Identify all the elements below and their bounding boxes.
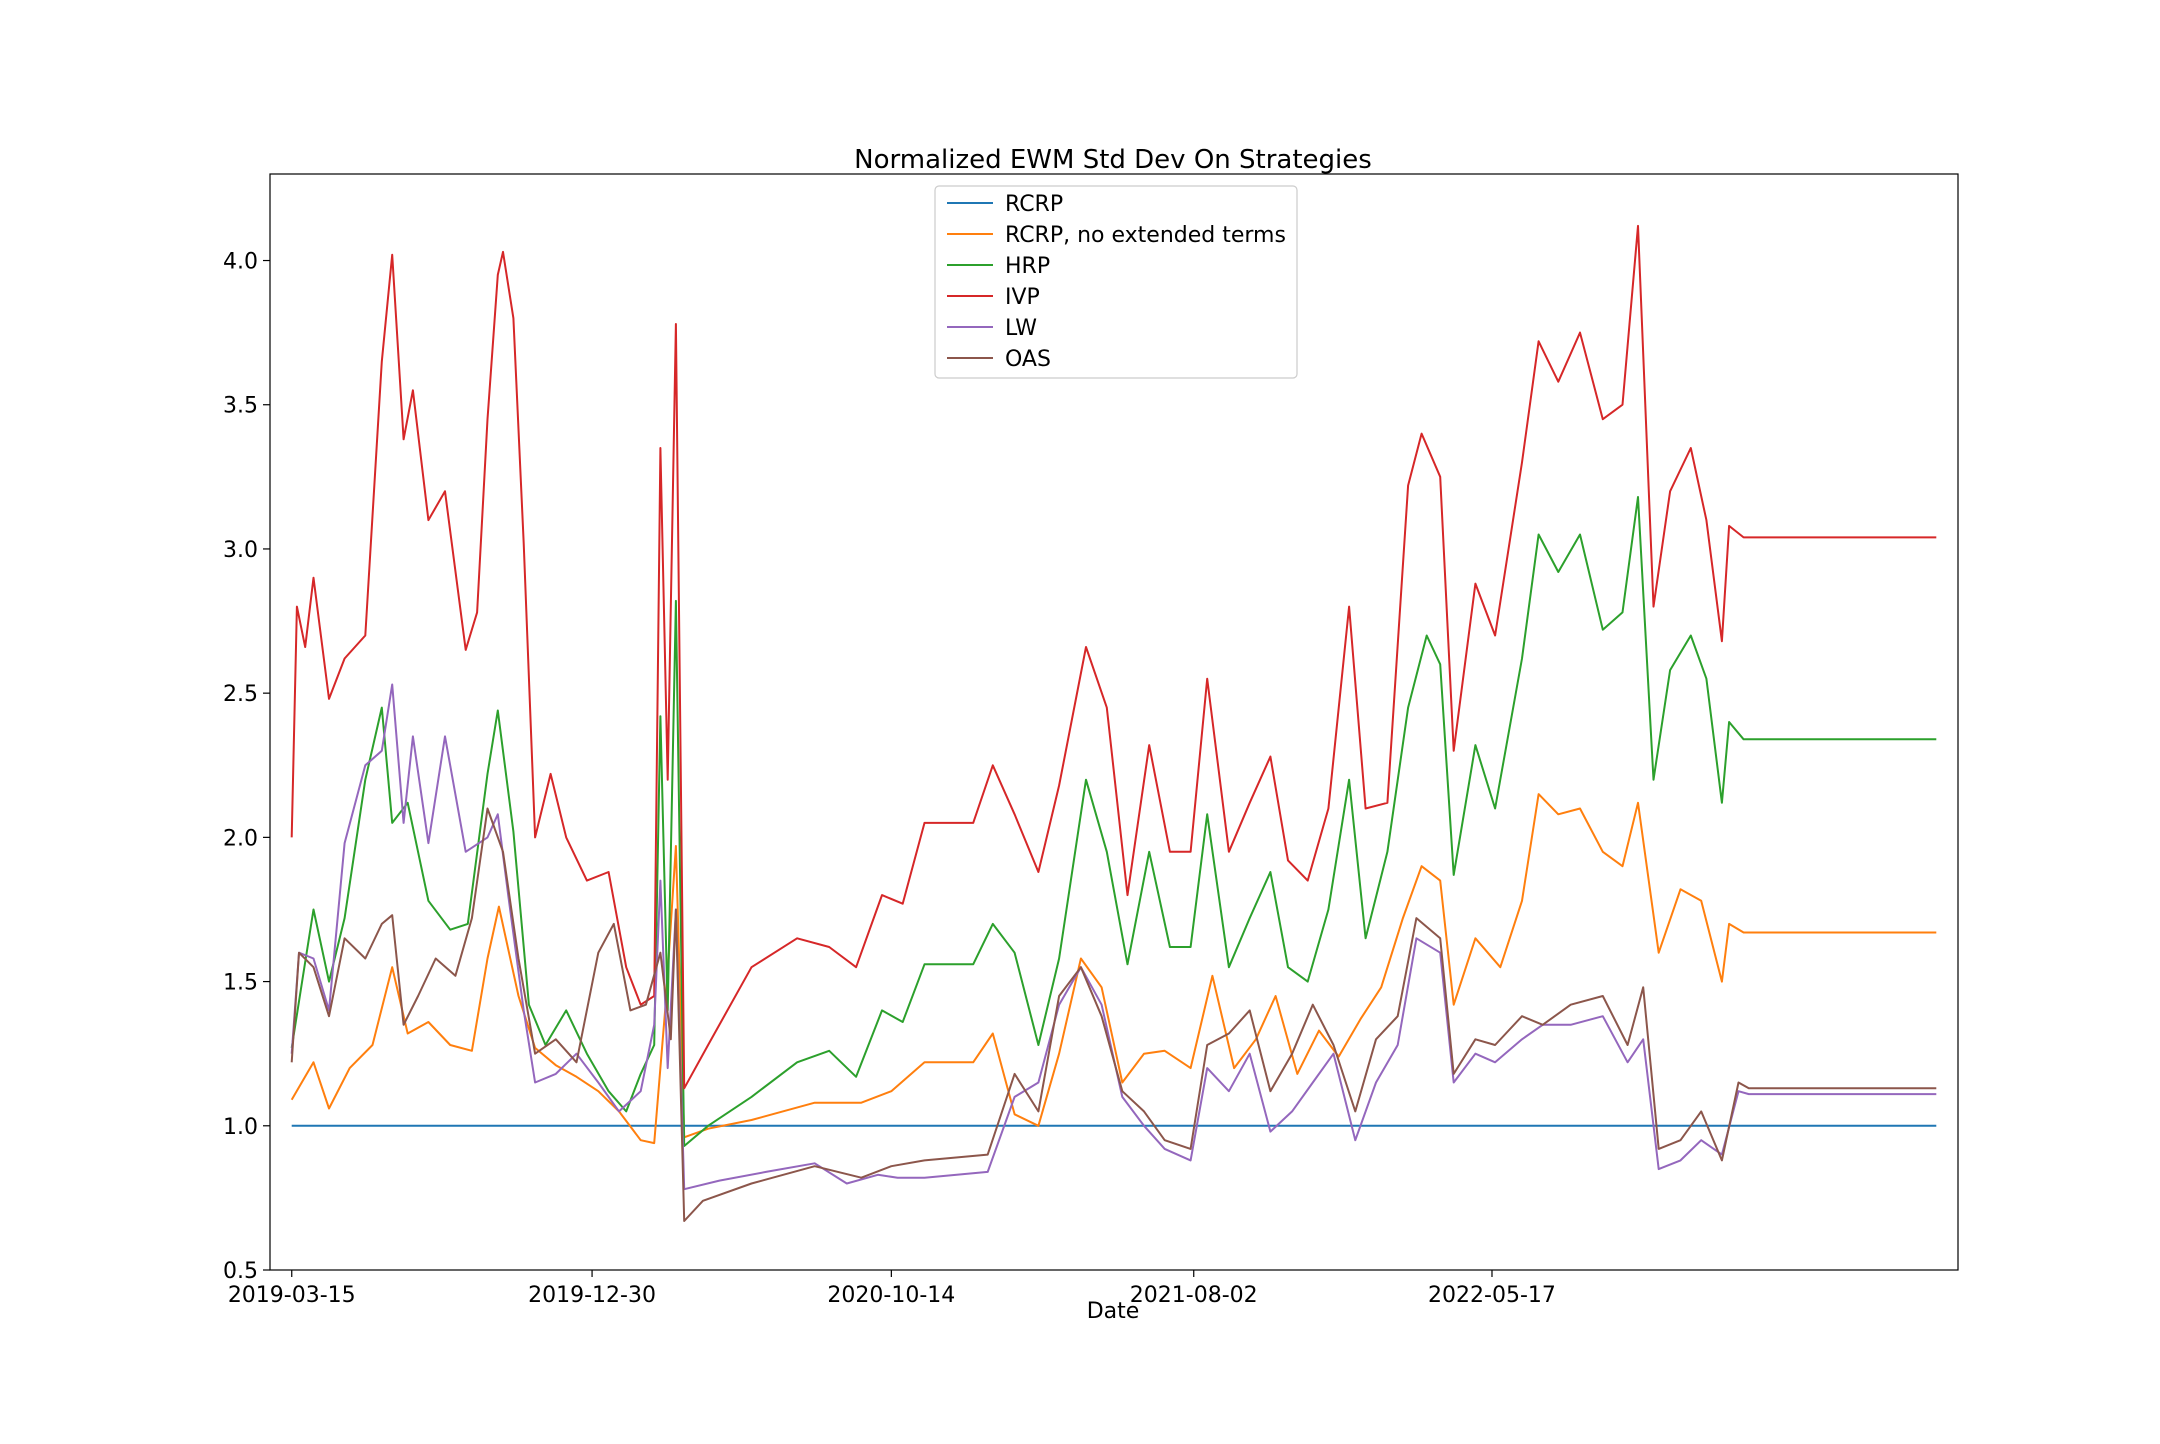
chart-title: Normalized EWM Std Dev On Strategies [854, 145, 1372, 175]
series-line-2 [290, 793, 1937, 1145]
y-tick-label: 1.0 [223, 1115, 258, 1140]
legend-label: IVP [1005, 285, 1040, 310]
x-axis-label: Date [1087, 1299, 1140, 1324]
series-group [290, 224, 1937, 1222]
x-tick-label: 2021-08-02 [1130, 1283, 1258, 1308]
legend-label: LW [1005, 316, 1037, 341]
y-tick-label: 2.0 [223, 826, 258, 851]
legend-label: RCRP, no extended terms [1005, 223, 1286, 248]
series-line-5 [290, 683, 1937, 1191]
y-tick-label: 3.0 [223, 538, 258, 563]
x-tick-label: 2022-05-17 [1428, 1283, 1556, 1308]
y-tick-label: 2.5 [223, 682, 258, 707]
series-line-4 [290, 224, 1937, 1090]
x-tick-label: 2019-12-30 [528, 1283, 656, 1308]
series-line-6 [290, 807, 1937, 1222]
x-tick-label: 2019-03-15 [228, 1283, 356, 1308]
y-tick-label: 3.5 [223, 394, 258, 419]
y-tick-label: 1.5 [223, 971, 258, 996]
legend-label: OAS [1005, 347, 1051, 372]
y-axis: 0.5 1.0 1.5 2.0 2.5 3.0 3.5 4.0 [223, 250, 270, 1284]
series-line-3 [290, 496, 1937, 1147]
x-axis: 2019-03-15 2019-12-30 2020-10-14 2021-08-02… [228, 1270, 1556, 1308]
y-tick-label: 0.5 [223, 1259, 258, 1284]
legend-label: HRP [1005, 254, 1050, 279]
plot-area [269, 173, 1959, 1271]
legend: RCRP RCRP, no extended terms HRP IVP LW OAS [934, 185, 1298, 379]
y-tick-label: 4.0 [223, 250, 258, 275]
x-tick-label: 2020-10-14 [827, 1283, 955, 1308]
legend-label: RCRP [1005, 192, 1063, 217]
legend-box [934, 185, 1298, 379]
